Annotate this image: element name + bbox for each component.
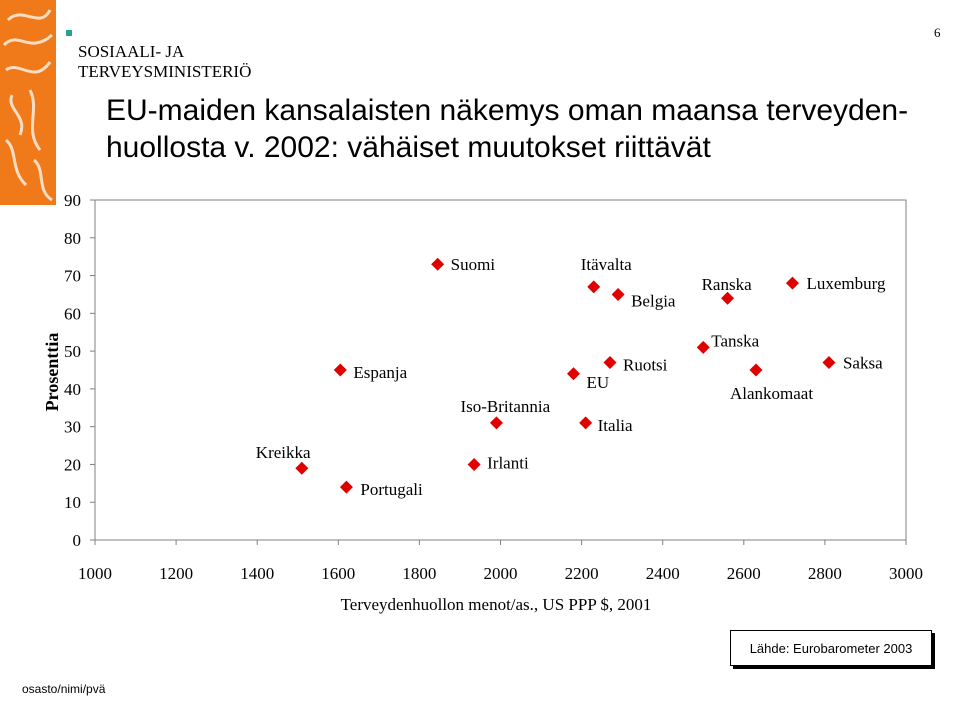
slide-title: EU-maiden kansalaisten näkemys oman maan… [106, 92, 956, 166]
x-tick-label: 1800 [402, 564, 436, 583]
data-point-label: Tanska [711, 331, 759, 350]
title-line-1: EU-maiden kansalaisten näkemys oman maan… [106, 94, 909, 127]
data-point-marker [489, 416, 503, 430]
x-tick-label: 3000 [889, 564, 923, 583]
data-point-marker [603, 355, 617, 369]
data-point-marker [785, 276, 799, 290]
x-axis-ticks: 1000 1200 1400 1600 1800 2000 2200 2400 2600 2800… [78, 540, 923, 583]
data-point-label: Portugali [360, 480, 423, 499]
source-box: Lähde: Eurobarometer 2003 [730, 630, 932, 666]
x-tick-label: 1200 [159, 564, 193, 583]
x-tick-label: 1400 [240, 564, 274, 583]
x-tick-label: 2600 [727, 564, 761, 583]
data-point-label: Iso-Britannia [460, 397, 550, 416]
x-tick-label: 2800 [808, 564, 842, 583]
data-point-label: Alankomaat [730, 384, 813, 403]
y-tick-label: 20 [64, 455, 81, 474]
page-number: 6 [934, 25, 941, 40]
data-point-marker [579, 416, 593, 430]
data-point-label: EU [586, 373, 609, 392]
x-tick-label: 2200 [565, 564, 599, 583]
x-axis-label: Terveydenhuollon menot/as., US PPP $, 20… [341, 595, 652, 614]
ministry-logo-graphic [0, 0, 56, 205]
data-point-marker [611, 287, 625, 301]
x-tick-label: 1600 [321, 564, 355, 583]
data-point-marker [749, 363, 763, 377]
point-labels: Kreikka Portugali Espanja Suomi Irlanti Iso-B… [256, 255, 886, 499]
x-tick-label: 2400 [646, 564, 680, 583]
data-point-marker [339, 480, 353, 494]
y-tick-label: 50 [64, 342, 81, 361]
x-tick-label: 2000 [484, 564, 518, 583]
data-point-label: Belgia [631, 291, 676, 310]
header-bullet [66, 30, 72, 36]
y-tick-label: 70 [64, 267, 81, 286]
title-line-2: huollosta v. 2002: vähäiset muutokset ri… [106, 131, 711, 164]
y-axis-label: Prosenttia [42, 333, 62, 412]
data-point-label: Espanja [353, 363, 407, 382]
data-point-label: Irlanti [487, 453, 529, 472]
x-tick-label: 1000 [78, 564, 112, 583]
data-point-marker [822, 355, 836, 369]
data-point-marker [696, 340, 710, 354]
y-tick-label: 0 [73, 531, 82, 550]
data-point-marker [467, 457, 481, 471]
source-text: Lähde: Eurobarometer 2003 [749, 640, 913, 656]
data-point-label: Italia [598, 416, 633, 435]
data-point-marker [333, 363, 347, 377]
plot-area [94, 199, 907, 541]
data-point-marker [587, 280, 601, 294]
y-tick-label: 90 [64, 191, 81, 210]
data-point-marker [721, 291, 735, 305]
y-tick-label: 60 [64, 304, 81, 323]
data-point-marker [295, 461, 309, 475]
y-tick-label: 10 [64, 493, 81, 512]
y-tick-label: 80 [64, 229, 81, 248]
data-point-marker [431, 257, 445, 271]
plot-frame [94, 199, 907, 541]
data-point-label: Suomi [451, 255, 496, 274]
organization-name: SOSIAALI- JA TERVEYSMINISTERIÖ [78, 42, 251, 82]
data-point-label: Luxemburg [806, 274, 886, 293]
footer-text: osasto/nimi/pvä [22, 682, 106, 696]
data-point-label: Ranska [702, 275, 753, 294]
y-axis-ticks: 0 10 20 30 40 50 60 70 80 90 [64, 191, 95, 550]
y-tick-label: 30 [64, 418, 81, 437]
data-point-label: Ruotsi [623, 355, 668, 374]
data-point-label: Saksa [843, 353, 883, 372]
y-tick-label: 40 [64, 380, 81, 399]
org-line-1: SOSIAALI- JA [78, 42, 185, 61]
org-line-2: TERVEYSMINISTERIÖ [78, 62, 252, 81]
data-point-marker [566, 367, 580, 381]
data-point-label: Itävalta [581, 255, 632, 274]
data-points [295, 257, 836, 494]
data-point-label: Kreikka [256, 443, 311, 462]
